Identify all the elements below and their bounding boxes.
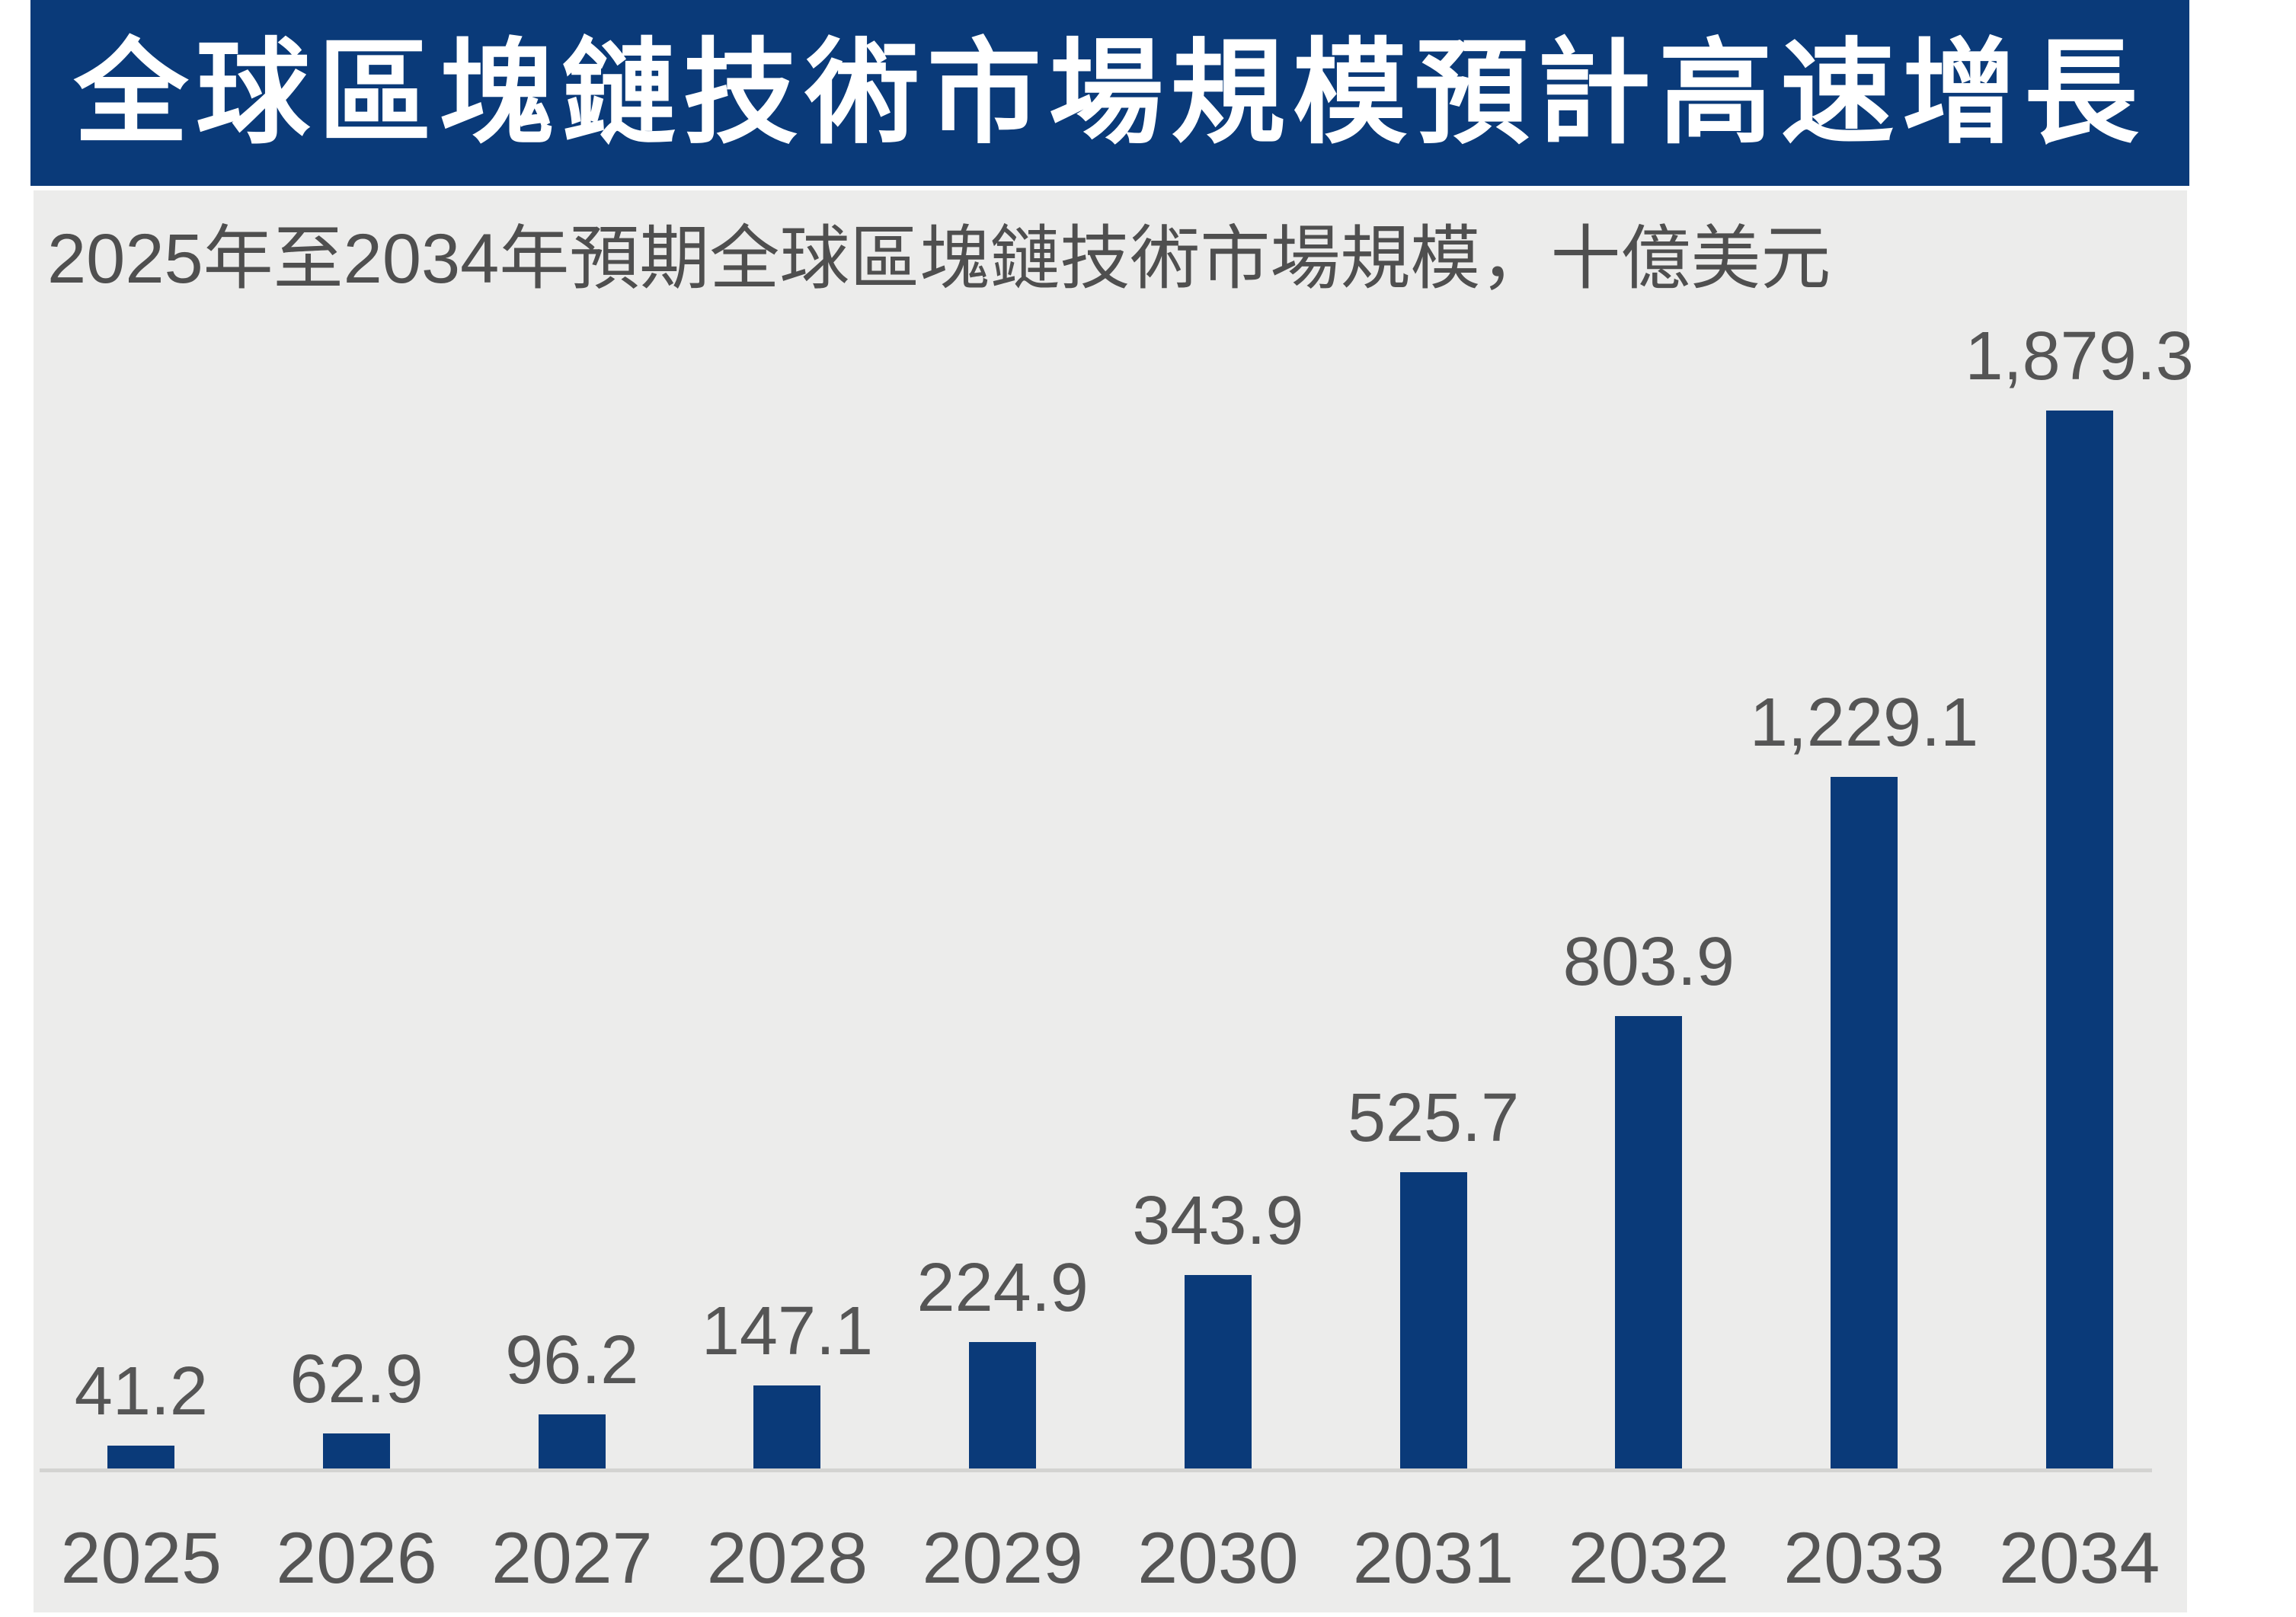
bar-value-label: 803.9	[1562, 924, 1735, 1000]
x-tick-label: 2026	[276, 1518, 437, 1599]
x-tick-label: 2027	[491, 1518, 653, 1599]
bar-column: 803.9	[1541, 928, 1757, 1468]
x-tick-label: 2031	[1352, 1518, 1514, 1599]
bar-column: 525.7	[1325, 1084, 1541, 1468]
bar-value-label: 343.9	[1132, 1183, 1304, 1259]
bar	[2045, 411, 2113, 1468]
bar	[107, 1446, 175, 1468]
x-tick-label: 2030	[1137, 1518, 1299, 1599]
bar-column: 1,229.1	[1750, 689, 1978, 1468]
bar	[1615, 1016, 1683, 1468]
chart-title: 全球區塊鏈技術市場規模預計高速增長	[73, 29, 2146, 157]
chart-subtitle: 2025年至2034年預期全球區塊鏈技術市場規模，十億美元	[47, 220, 1831, 298]
x-axis-line	[40, 1468, 2152, 1472]
bar	[1399, 1172, 1467, 1468]
title-banner: 全球區塊鏈技術市場規模預計高速增長	[30, 0, 2189, 186]
bar-value-label: 1,229.1	[1749, 685, 1979, 761]
bar-value-label: 224.9	[916, 1250, 1089, 1326]
bar-column: 96.2	[464, 1326, 680, 1468]
bar-value-label: 62.9	[289, 1341, 424, 1417]
x-tick-label: 2032	[1568, 1518, 1729, 1599]
x-tick-label: 2028	[706, 1518, 868, 1599]
bar-value-label: 147.1	[701, 1293, 874, 1369]
bar-column: 41.2	[34, 1357, 249, 1468]
x-axis-tick-labels: 2025 2026 2027 2028 2029 2030 2031 2032 2033 2034	[34, 1517, 2187, 1600]
bar	[969, 1342, 1037, 1468]
x-tick-label: 2025	[60, 1518, 222, 1599]
bar-column: 147.1	[680, 1297, 895, 1468]
x-tick-label: 2034	[1999, 1518, 2160, 1599]
bar	[1184, 1275, 1252, 1468]
bar-value-label: 1,879.3	[1965, 318, 2194, 395]
bar-value-label: 96.2	[505, 1322, 639, 1398]
x-tick-label: 2033	[1783, 1518, 1945, 1599]
bar	[1830, 777, 1898, 1468]
x-tick-label: 2029	[922, 1518, 1083, 1599]
bar	[753, 1385, 821, 1468]
bar-column: 224.9	[895, 1254, 1111, 1468]
bar-column: 343.9	[1111, 1187, 1326, 1468]
chart-panel: 2025年至2034年預期全球區塊鏈技術市場規模，十億美元 41.2 62.9 96…	[34, 190, 2194, 1612]
bar	[323, 1433, 391, 1468]
bar-column: 1,879.3	[1965, 322, 2194, 1468]
bar	[538, 1414, 606, 1468]
bar-column: 62.9	[249, 1345, 465, 1468]
bars-plot-area: 41.2 62.9 96.2 147.1 224.9 343.9 525.7 803.9 1,2…	[34, 280, 2194, 1468]
bar-value-label: 41.2	[74, 1353, 208, 1430]
bar-value-label: 525.7	[1347, 1080, 1520, 1156]
